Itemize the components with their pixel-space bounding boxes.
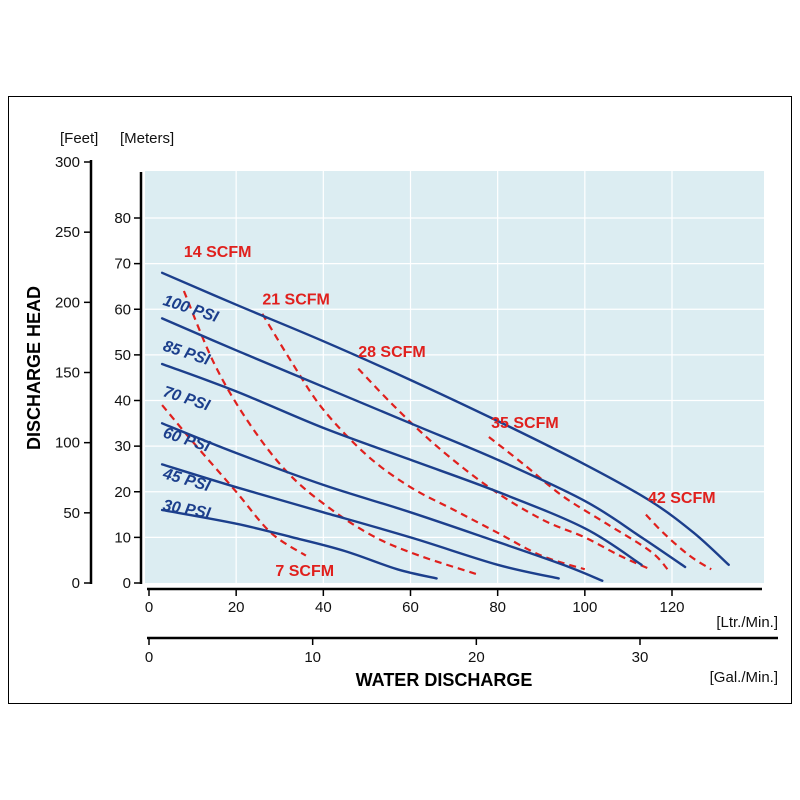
lpm-tick-label: 100 [572, 599, 597, 616]
meters-tick-label: 80 [114, 210, 131, 227]
series-line-30-psi [160, 508, 438, 580]
meters-tick-label: 10 [114, 529, 131, 546]
feet-tick-label: 0 [72, 575, 80, 592]
chart-frame [8, 96, 792, 704]
series-label-35-scfm: 35 SCFM [491, 415, 559, 432]
series-group [160, 271, 730, 582]
series-line-45-psi [160, 463, 560, 580]
series-line-100-psi [160, 271, 730, 566]
series-line-28-scfm [357, 367, 651, 571]
gpm-tick-label: 30 [632, 649, 649, 666]
meters-axis: 0 10 20 30 40 50 60 70 80 [Meters] [114, 130, 174, 592]
lpm-tick-label: 0 [145, 599, 153, 616]
series-label-28-scfm: 28 SCFM [358, 344, 426, 361]
meters-tick-label: 0 [123, 575, 131, 592]
series-label-7-scfm: 7 SCFM [275, 563, 334, 580]
feet-unit-label: [Feet] [60, 130, 98, 147]
gpm-unit-label: [Gal./Min.] [710, 669, 778, 686]
meters-tick-label: 40 [114, 393, 131, 410]
feet-tick-label: 200 [55, 294, 80, 311]
series-line-60-psi [160, 422, 604, 582]
lpm-tick-label: 20 [228, 599, 245, 616]
gpm-tick-label: 10 [304, 649, 321, 666]
feet-tick-label: 250 [55, 224, 80, 241]
y-axis-title: DISCHARGE HEAD [24, 286, 44, 450]
lpm-tick-label: 80 [489, 599, 506, 616]
series-label-42-scfm: 42 SCFM [648, 490, 716, 507]
series-line-14-scfm [182, 290, 477, 575]
series-label-14-scfm: 14 SCFM [184, 244, 252, 261]
feet-axis: 0 50 100 150 200 250 300 [Feet] [55, 130, 98, 592]
meters-unit-label: [Meters] [120, 130, 174, 147]
lpm-axis: 0 20 40 60 80 100 120 [Ltr./Min.] [145, 587, 778, 631]
meters-tick-label: 20 [114, 484, 131, 501]
lpm-tick-label: 120 [659, 599, 684, 616]
lpm-tick-label: 40 [315, 599, 332, 616]
plot-area [145, 171, 764, 583]
lpm-tick-label: 60 [402, 599, 419, 616]
series-line-35-scfm [488, 436, 669, 571]
series-line-7-scfm [161, 404, 307, 557]
series-line-42-scfm [645, 513, 712, 571]
feet-tick-label: 100 [55, 435, 80, 452]
series-label-21-scfm: 21 SCFM [262, 292, 330, 309]
x-axis-title: WATER DISCHARGE [356, 670, 533, 690]
feet-tick-label: 300 [55, 154, 80, 171]
lpm-unit-label: [Ltr./Min.] [716, 614, 778, 631]
series-line-85-psi [160, 317, 687, 569]
meters-tick-label: 70 [114, 256, 131, 273]
series-line-70-psi [160, 362, 643, 566]
gpm-axis: 0 10 20 30 [Gal./Min.] [145, 636, 778, 686]
meters-tick-label: 50 [114, 347, 131, 364]
meters-tick-label: 60 [114, 301, 131, 318]
meters-tick-label: 30 [114, 438, 131, 455]
feet-tick-label: 150 [55, 365, 80, 382]
feet-tick-label: 50 [63, 505, 80, 522]
gpm-tick-label: 20 [468, 649, 485, 666]
gpm-tick-label: 0 [145, 649, 153, 666]
